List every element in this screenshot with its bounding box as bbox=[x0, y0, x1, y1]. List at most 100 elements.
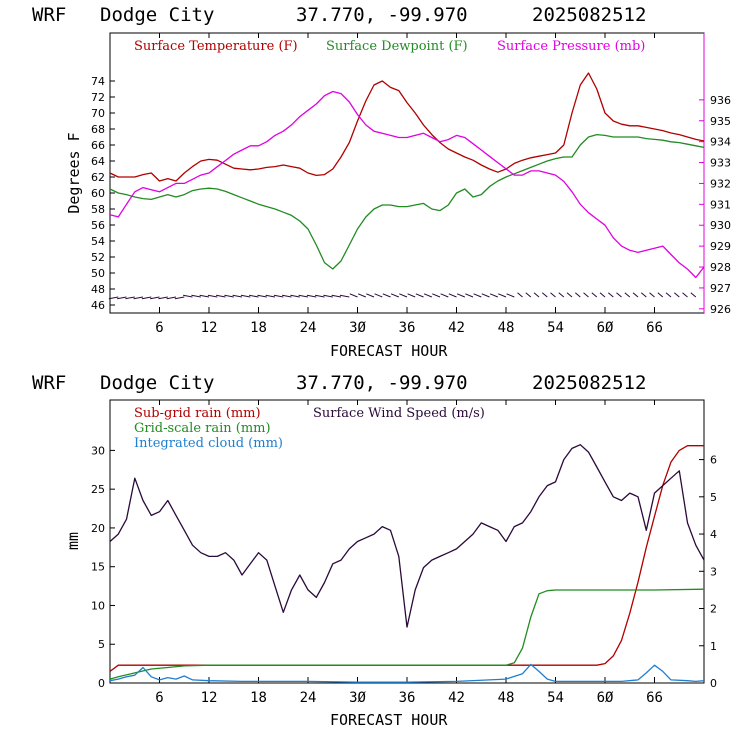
wind-barb bbox=[566, 292, 573, 298]
wind-barb bbox=[150, 296, 160, 300]
bottom-header-init: 2025082512 bbox=[532, 372, 646, 394]
y-tick-label: 25 bbox=[91, 483, 105, 496]
x-tick-label: 12 bbox=[201, 690, 218, 706]
series-line-4 bbox=[109, 444, 705, 628]
series-line-2 bbox=[109, 133, 705, 270]
wind-barb bbox=[207, 294, 218, 298]
wind-barb bbox=[315, 294, 325, 298]
wind-barb bbox=[481, 293, 490, 298]
wind-barb bbox=[558, 292, 565, 298]
legend-temperature: Surface Temperature (F) bbox=[134, 39, 298, 54]
wind-barb bbox=[574, 292, 581, 298]
wind-barb bbox=[525, 292, 532, 298]
wind-barb bbox=[682, 292, 688, 298]
legend-gridscale-rain: Grid-scale rain (mm) bbox=[134, 421, 271, 436]
legend-dewpoint: Surface Dewpoint (F) bbox=[326, 39, 468, 54]
wind-barb bbox=[673, 292, 680, 298]
x-tick-label: 6 bbox=[155, 690, 163, 706]
y-tick-label: 50 bbox=[91, 267, 105, 280]
y-tick-label: 66 bbox=[91, 139, 105, 152]
top-yaxis-label: Degrees F bbox=[65, 132, 83, 213]
x-tick-label: 36 bbox=[399, 320, 416, 336]
wind-barb bbox=[183, 294, 193, 298]
wind-barb bbox=[591, 292, 598, 298]
wind-barb bbox=[432, 293, 441, 298]
wind-barb bbox=[657, 292, 664, 298]
wind-barb bbox=[174, 296, 185, 300]
x-tick-label: 24 bbox=[300, 690, 317, 706]
wind-barb bbox=[199, 294, 210, 298]
y-tick-label: 15 bbox=[91, 561, 105, 574]
y2-tick-label: 6 bbox=[710, 454, 717, 467]
y-tick-label: 30 bbox=[91, 444, 105, 457]
y2-tick-label: 929 bbox=[710, 240, 731, 253]
y2-tick-label: 936 bbox=[710, 94, 731, 107]
wind-barb bbox=[216, 294, 226, 298]
x-tick-label: 18 bbox=[250, 320, 267, 336]
x-tick-label: 6Ø bbox=[597, 690, 614, 706]
y2-tick-label: 930 bbox=[710, 219, 731, 232]
bottom-header-station: Dodge City bbox=[100, 372, 214, 394]
wind-barb bbox=[407, 293, 416, 298]
wind-barb bbox=[366, 293, 375, 298]
wind-barb bbox=[117, 296, 127, 300]
x-tick-label: 12 bbox=[201, 320, 218, 336]
wind-barb bbox=[298, 294, 309, 298]
wind-barb bbox=[290, 294, 300, 298]
wind-barb bbox=[240, 294, 251, 298]
wind-barb bbox=[473, 293, 482, 298]
wind-barb bbox=[249, 294, 259, 298]
wind-barb bbox=[306, 294, 317, 298]
wind-barb bbox=[423, 293, 432, 298]
x-tick-label: 18 bbox=[250, 690, 267, 706]
wind-barb bbox=[282, 294, 292, 298]
x-tick-label: 66 bbox=[646, 690, 663, 706]
y2-tick-label: 927 bbox=[710, 282, 731, 295]
series-line-1 bbox=[109, 445, 704, 672]
wind-barb bbox=[607, 292, 614, 298]
y-tick-label: 64 bbox=[91, 155, 105, 168]
y-tick-label: 56 bbox=[91, 219, 105, 232]
series-line-3 bbox=[109, 663, 705, 683]
wind-barb bbox=[583, 292, 589, 298]
legend-integrated-cloud: Integrated cloud (mm) bbox=[134, 436, 283, 451]
y-tick-label: 52 bbox=[91, 251, 105, 264]
wind-barb bbox=[357, 293, 366, 298]
wind-barb bbox=[133, 296, 144, 300]
x-tick-label: 54 bbox=[547, 690, 564, 706]
wind-barb bbox=[108, 296, 119, 300]
legend-wind-speed: Surface Wind Speed (m/s) bbox=[313, 406, 485, 421]
y-tick-label: 58 bbox=[91, 203, 105, 216]
y-tick-label: 0 bbox=[98, 677, 105, 690]
bottom-xaxis-label: FORECAST HOUR bbox=[330, 711, 448, 729]
y-tick-label: 72 bbox=[91, 91, 105, 104]
y-tick-label: 68 bbox=[91, 123, 105, 136]
wind-barb bbox=[616, 292, 622, 298]
wind-barb bbox=[191, 294, 201, 298]
wind-barb bbox=[498, 293, 507, 298]
top-xaxis-label: FORECAST HOUR bbox=[330, 342, 448, 360]
y-tick-label: 54 bbox=[91, 235, 105, 248]
wind-barb bbox=[533, 292, 540, 298]
wind-barb bbox=[506, 293, 515, 298]
wind-barb bbox=[517, 292, 523, 298]
x-tick-label: 3Ø bbox=[349, 690, 366, 706]
wind-barb bbox=[640, 292, 647, 298]
wind-barb bbox=[415, 293, 424, 298]
legend-pressure: Surface Pressure (mb) bbox=[497, 39, 645, 54]
y-tick-label: 60 bbox=[91, 187, 105, 200]
legend-subgrid-rain: Sub-grid rain (mm) bbox=[134, 406, 261, 421]
wind-barb bbox=[465, 293, 474, 298]
y2-tick-label: 926 bbox=[710, 303, 731, 316]
y-tick-label: 74 bbox=[91, 75, 105, 88]
x-tick-label: 48 bbox=[498, 690, 515, 706]
wind-barb bbox=[166, 296, 177, 300]
x-tick-label: 42 bbox=[448, 320, 465, 336]
wind-barb bbox=[323, 294, 333, 298]
wind-barb bbox=[382, 293, 391, 298]
top-header-coords: 37.770, -99.970 bbox=[296, 4, 468, 26]
bottom-yaxis-label: mm bbox=[64, 532, 82, 550]
wind-barb bbox=[125, 296, 135, 300]
x-tick-label: 3Ø bbox=[349, 320, 366, 336]
